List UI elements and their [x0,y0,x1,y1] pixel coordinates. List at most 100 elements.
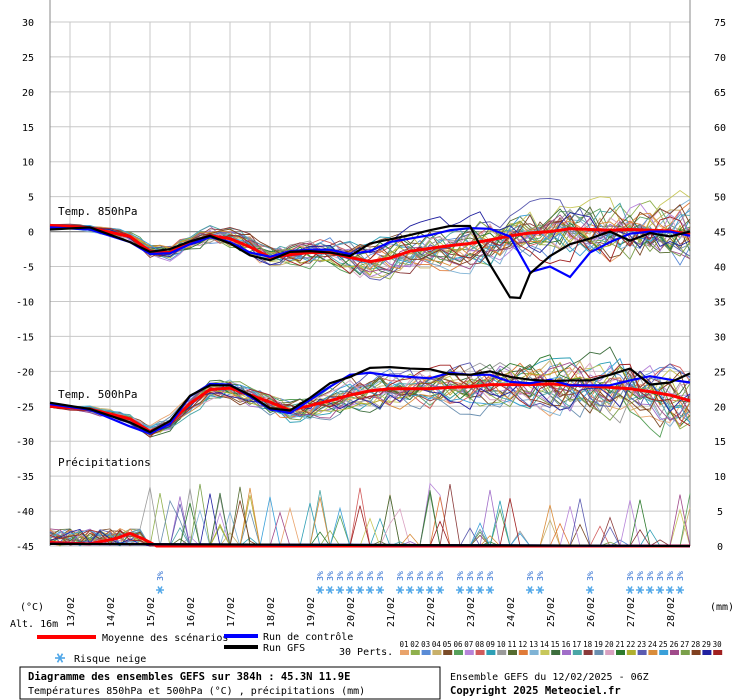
pert-line-precip [49,483,690,547]
snowflake-icon [416,586,424,594]
snow-risk-label: 3% [476,571,485,581]
pert-line-t500 [49,357,691,428]
copyright: Copyright 2025 Meteociel.fr [450,685,621,697]
left-tick-label: 10 [22,158,34,169]
pert-swatch [540,650,550,655]
pert-swatch [626,650,636,655]
pert-line-precip [49,486,690,547]
x-date-label: 27/02 [626,597,637,627]
snow-risk-label: 3% [356,571,365,581]
left-tick-label: 30 [22,18,34,29]
snow-risk-label: 3% [666,571,675,581]
snow-risk-label: 3% [676,571,685,581]
snow-risk-label: 3% [316,571,325,581]
snow-risk-label: 3% [336,571,345,581]
right-tick-label: 25 [714,367,726,378]
x-date-label: 19/02 [306,597,317,627]
snowflake-icon [586,586,594,594]
x-date-label: 26/02 [586,597,597,627]
pert-swatch [594,650,604,655]
snowflake-icon [436,586,444,594]
pert-number: 28 [691,640,701,649]
legend-control-label: Run de contrôle [263,631,353,643]
left-tick-label: -25 [16,402,34,413]
snowflake-icon [55,653,65,663]
pert-swatch [691,650,701,655]
left-tick-label: 20 [22,88,34,99]
left-tick-label: 25 [22,53,34,64]
x-date-label: 24/02 [506,597,517,627]
snow-risk-label: 3% [406,571,415,581]
pert-swatch [464,650,474,655]
title-box [19,666,441,700]
snowflake-icon [396,586,404,594]
pert-swatch [659,650,669,655]
snowflake-icon [326,586,334,594]
snowflake-icon [406,586,414,594]
pert-number: 16 [561,640,571,649]
x-date-label: 20/02 [346,597,357,627]
left-tick-label: 0 [28,228,34,239]
pert-swatch [583,650,593,655]
snow-risk-label: 3% [156,571,165,581]
x-date-label: 22/02 [426,597,437,627]
pert-swatch [497,650,507,655]
snow-risk-label: 3% [416,571,425,581]
panel-label-t850: Temp. 850hPa [58,205,137,218]
x-date-label: 28/02 [666,597,677,627]
right-tick-label: 65 [714,88,726,99]
pert-swatch [713,650,723,655]
pert-line-t850 [49,204,691,266]
left-tick-label: -10 [16,297,34,308]
series-line-t850 [49,226,691,279]
pert-number: 02 [410,640,419,649]
right-tick-label: 70 [714,53,726,64]
pert-number: 12 [518,640,527,649]
right-tick-label: 35 [714,297,726,308]
right-tick-label: 50 [714,193,726,204]
pert-number: 01 [399,640,408,649]
pert-swatch [432,650,442,655]
snow-risk-label: 3% [456,571,465,581]
snowflake-icon [486,586,494,594]
snowflake-icon [456,586,464,594]
pert-number: 27 [680,640,689,649]
right-tick-label: 45 [714,228,726,239]
pert-line-t500 [49,364,691,436]
pert-number: 20 [605,640,615,649]
right-tick-label: 75 [714,18,726,29]
snow-risk-label: 3% [366,571,375,581]
x-date-label: 15/02 [146,597,157,627]
pert-swatch [605,650,615,655]
pert-swatch [486,650,496,655]
pert-swatch [637,650,647,655]
x-date-label: 14/02 [106,597,117,627]
snow-risk-label: 3% [466,571,475,581]
legend-snow-label: Risque neige [74,654,146,665]
snowflake-icon [526,586,534,594]
pert-swatch [648,650,658,655]
pert-number: 04 [432,640,442,649]
snow-risk-label: 3% [376,571,385,581]
snowflake-icon [156,586,164,594]
pert-number: 03 [421,640,430,649]
left-tick-label: 5 [28,193,34,204]
x-date-label: 18/02 [266,597,277,627]
pert-swatch [421,650,431,655]
x-date-label: 13/02 [66,597,77,627]
pert-swatch [518,650,528,655]
right-tick-label: 10 [714,472,726,483]
pert-number: 09 [486,640,495,649]
pert-number: 19 [594,640,603,649]
legend-gfs-label: Run GFS [263,643,305,654]
pert-number: 10 [497,640,507,649]
right-tick-label: 60 [714,123,726,134]
snow-risk-label: 3% [586,571,595,581]
x-date-label: 16/02 [186,597,197,627]
right-tick-label: 15 [714,437,726,448]
left-tick-label: -5 [22,263,34,274]
snow-risk-markers: 3% 3% 3% 3% 3% 3% 3% 3% 3% 3% 3% 3% 3% 3% 3% 3% 3% 3% 3% 3%… [156,571,685,594]
snowflake-icon [346,586,354,594]
x-axis-dates: 13/02 14/02 15/02 16/02 17/02 18/02 19/02 20/02… [66,597,677,627]
